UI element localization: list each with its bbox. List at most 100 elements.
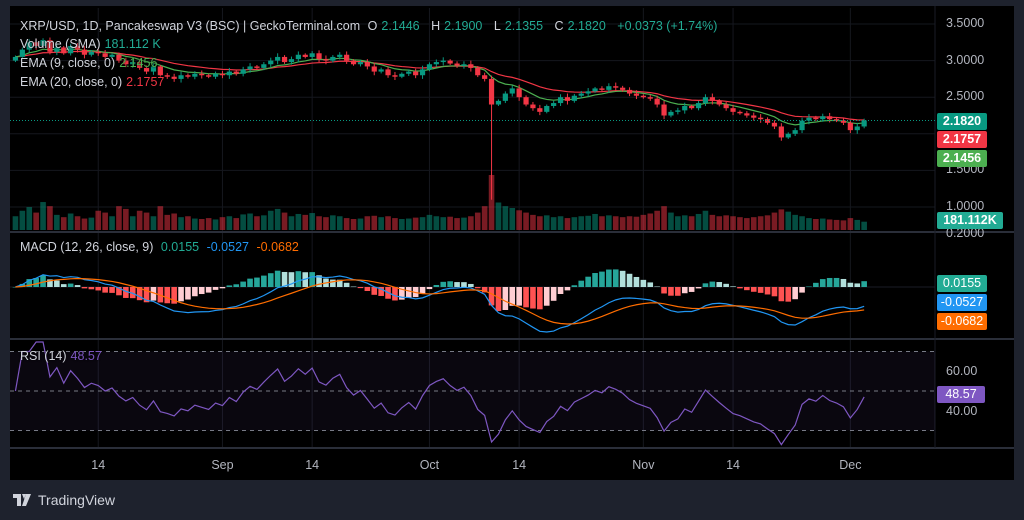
candle-body xyxy=(81,49,88,55)
macd-histogram-bar xyxy=(281,271,288,287)
macd-histogram-bar xyxy=(336,279,343,287)
volume-bar xyxy=(219,217,226,230)
macd-histogram-bar xyxy=(102,287,108,293)
candle-body xyxy=(488,78,495,105)
macd-hist-value: 0.0155 xyxy=(160,240,200,254)
candle-body xyxy=(371,66,377,72)
volume-bar xyxy=(185,216,191,230)
ema9-legend[interactable]: EMA (9, close, 0) 2.1456 xyxy=(20,56,161,70)
volume-bar xyxy=(288,216,295,230)
volume-bar xyxy=(67,213,74,230)
macd-histogram-bar xyxy=(716,282,723,287)
macd-histogram-bar xyxy=(433,284,440,287)
macd-histogram-bar xyxy=(647,282,654,287)
volume-bar xyxy=(357,218,364,230)
macd-histogram-bar xyxy=(585,276,591,287)
macd-histogram-bar xyxy=(509,287,516,306)
macd-histogram-bar xyxy=(709,281,716,287)
volume-bar xyxy=(164,214,171,230)
volume-bar xyxy=(233,218,240,230)
volume-bar xyxy=(19,210,26,230)
rsi-label: RSI (14) xyxy=(20,349,67,363)
macd-histogram-bar xyxy=(136,287,143,301)
candle-body xyxy=(668,111,674,116)
macd-histogram-bar xyxy=(33,278,39,287)
macd-histogram-bar xyxy=(350,286,357,288)
macd-histogram-bar xyxy=(571,285,578,287)
volume-bar xyxy=(143,212,150,230)
macd-histogram-bar xyxy=(619,270,626,287)
macd-histogram-bar xyxy=(661,287,667,294)
candle-body xyxy=(564,97,571,101)
time-tick: Oct xyxy=(419,458,440,472)
ema20-legend[interactable]: EMA (20, close, 0) 2.1757 xyxy=(20,75,168,89)
macd-histogram-bar xyxy=(116,287,122,296)
macd-histogram-bar xyxy=(226,285,233,287)
ohlc-close: C 2.1820 xyxy=(554,19,606,33)
macd-histogram-bar xyxy=(81,287,88,289)
volume-bar xyxy=(668,212,674,230)
macd-histogram-bar xyxy=(523,287,529,308)
volume-bar xyxy=(819,218,826,230)
candle-body xyxy=(854,126,860,131)
time-tick: 14 xyxy=(726,458,740,472)
volume-bar xyxy=(806,218,812,230)
time-tick: Nov xyxy=(632,458,655,472)
macd-histogram-bar xyxy=(468,283,474,287)
candle-body xyxy=(219,73,226,76)
candle-body xyxy=(461,64,467,66)
macd-line xyxy=(15,274,865,333)
macd-histogram-bar xyxy=(240,281,246,287)
macd-histogram-bar xyxy=(675,287,681,296)
macd-line-badge: -0.0527 xyxy=(937,294,987,311)
macd-histogram-bar xyxy=(405,287,412,298)
volume-bar xyxy=(74,216,81,230)
macd-histogram-bar xyxy=(819,279,826,287)
volume-bar xyxy=(192,218,198,230)
candle-body xyxy=(330,56,336,61)
volume-bar xyxy=(626,216,633,230)
volume-label: Volume (SMA) xyxy=(20,37,101,51)
macd-histogram-bar xyxy=(392,287,398,301)
candle-body xyxy=(275,56,281,61)
volume-bar xyxy=(488,175,495,230)
macd-histogram-bar xyxy=(219,287,226,289)
symbol-title[interactable]: XRP/USD, 1D, Pancakeswap V3 (BSC) | Geck… xyxy=(20,19,361,33)
candle-body xyxy=(585,91,591,94)
macd-legend[interactable]: MACD (12, 26, close, 9) 0.0155 -0.0527 -… xyxy=(20,240,303,254)
macd-histogram-bar xyxy=(578,280,585,287)
candle-body xyxy=(730,108,736,112)
candle-body xyxy=(268,60,274,65)
volume-bar xyxy=(771,212,778,230)
ema20-label: EMA (20, close, 0) xyxy=(20,75,123,89)
candle-body xyxy=(689,105,695,109)
candle-body xyxy=(95,51,101,54)
volume-bar xyxy=(254,216,260,230)
volume-bar xyxy=(585,215,591,230)
candle-body xyxy=(350,60,357,65)
macd-histogram-bar xyxy=(371,287,378,295)
macd-histogram-bar xyxy=(516,287,522,306)
candle-body xyxy=(40,40,46,46)
volume-bar xyxy=(799,216,805,230)
volume-legend[interactable]: Volume (SMA) 181.112 K xyxy=(20,37,165,51)
volume-bar xyxy=(399,219,405,230)
candle-body xyxy=(647,97,653,99)
candle-body xyxy=(523,97,529,105)
volume-bar xyxy=(592,213,598,230)
time-tick: 14 xyxy=(305,458,320,472)
volume-bar xyxy=(516,210,522,230)
macd-histogram-bar xyxy=(254,277,260,287)
macd-histogram-bar xyxy=(550,287,557,301)
macd-histogram-bar xyxy=(612,269,619,287)
tradingview-logo[interactable]: TradingView xyxy=(12,492,115,508)
candle-body xyxy=(440,60,446,63)
macd-histogram-bar xyxy=(481,287,488,293)
candle-body xyxy=(764,119,771,123)
macd-histogram-bar xyxy=(205,287,212,293)
macd-histogram-bar xyxy=(730,286,736,287)
rsi-legend[interactable]: RSI (14) 48.57 xyxy=(20,349,106,363)
macd-histogram-bar xyxy=(626,273,633,287)
macd-histogram-bar xyxy=(274,270,281,287)
